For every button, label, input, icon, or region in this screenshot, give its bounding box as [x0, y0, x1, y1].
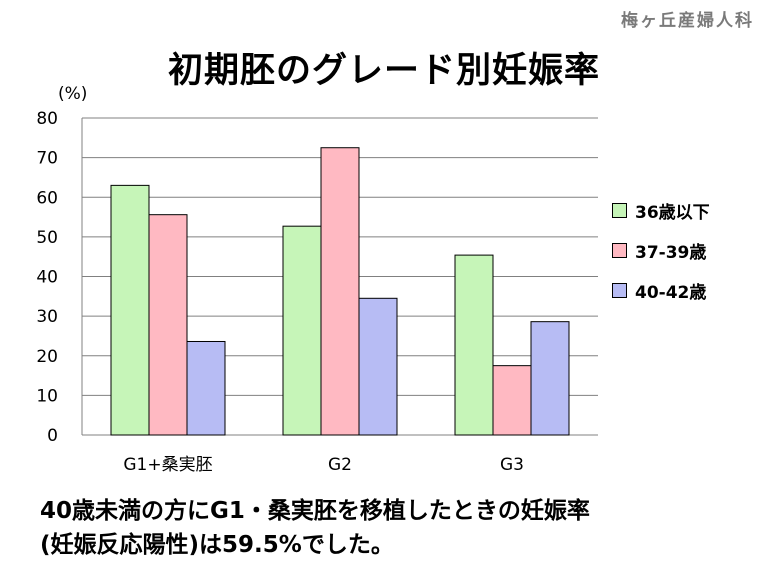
bar	[148, 214, 188, 436]
y-axis-label: (%)	[58, 84, 87, 104]
legend-swatch	[612, 282, 627, 298]
legend-label: 36歳以下	[635, 202, 710, 223]
y-tick-label: 40	[36, 268, 58, 288]
legend: 36歳以下 37-39歳 40-42歳	[612, 190, 710, 310]
legend-item: 36歳以下	[612, 190, 710, 230]
y-tick-label: 30	[36, 307, 58, 327]
x-tick-label: G2	[328, 455, 352, 475]
caption-line-2: (妊娠反応陽性)は59.5%でした。	[40, 532, 394, 558]
y-tick-label: 50	[36, 228, 58, 248]
bar	[282, 225, 322, 436]
caption: 40歳未満の方にG1・桑実胚を移植したときの妊娠率 (妊娠反応陽性)は59.5%…	[40, 494, 590, 562]
chart-title: 初期胚のグレード別妊娠率	[167, 51, 600, 91]
bar	[110, 184, 150, 436]
legend-label: 37-39歳	[635, 242, 707, 263]
y-tick-label: 10	[36, 386, 58, 406]
x-tick-label: G3	[500, 455, 524, 475]
bar	[320, 147, 360, 436]
y-tick-label: 0	[47, 426, 58, 446]
y-tick-label: 60	[36, 188, 58, 208]
legend-item: 40-42歳	[612, 270, 710, 310]
y-tick-label: 20	[36, 347, 58, 367]
x-tick-label: G1+桑実胚	[123, 455, 212, 475]
bar	[186, 340, 226, 436]
bar	[492, 365, 532, 436]
legend-swatch	[612, 242, 627, 258]
caption-line-1: 40歳未満の方にG1・桑実胚を移植したときの妊娠率	[40, 498, 590, 524]
legend-swatch	[612, 202, 627, 218]
bar	[530, 321, 570, 436]
bar	[358, 297, 398, 436]
watermark: 梅ヶ丘産婦人科	[621, 11, 754, 31]
y-tick-label: 80	[36, 109, 58, 129]
y-tick-label: 70	[36, 149, 58, 169]
legend-label: 40-42歳	[635, 282, 707, 303]
bar	[454, 254, 494, 436]
legend-item: 37-39歳	[612, 230, 710, 270]
